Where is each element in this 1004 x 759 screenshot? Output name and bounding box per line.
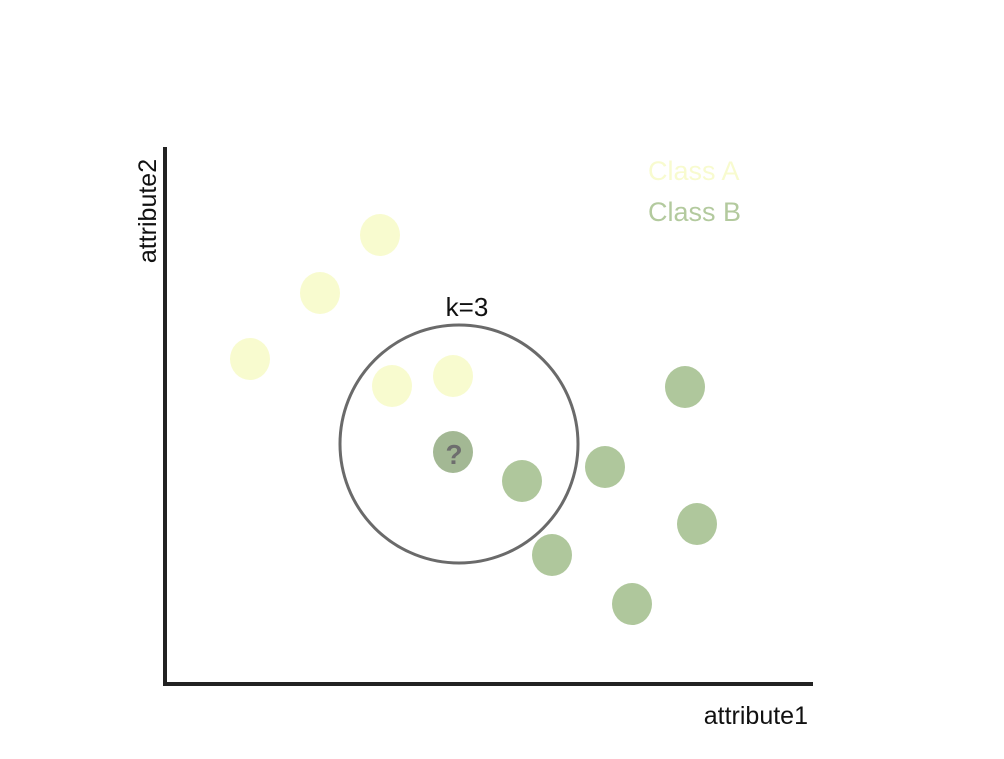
k-label: k=3 <box>446 292 489 322</box>
class-a-point <box>372 365 412 407</box>
legend-class-b: Class B <box>648 197 741 227</box>
class-b-point <box>677 503 717 545</box>
class-b-point <box>665 366 705 408</box>
class-b-point <box>612 583 652 625</box>
legend-class-a: Class A <box>648 156 740 186</box>
query-point <box>433 431 473 473</box>
y-axis-label: attribute2 <box>134 159 162 263</box>
k-neighborhood-circle <box>338 323 580 565</box>
class-b-point <box>585 446 625 488</box>
class-a-point <box>360 214 400 256</box>
class-a-point <box>230 338 270 380</box>
class-b-point <box>502 460 542 502</box>
class-b-points <box>502 366 717 625</box>
query-mark: ? <box>445 439 462 470</box>
x-axis-label: attribute1 <box>704 702 808 730</box>
class-a-point <box>433 355 473 397</box>
class-a-point <box>300 272 340 314</box>
class-b-point <box>532 534 572 576</box>
class-a-points <box>230 214 473 407</box>
